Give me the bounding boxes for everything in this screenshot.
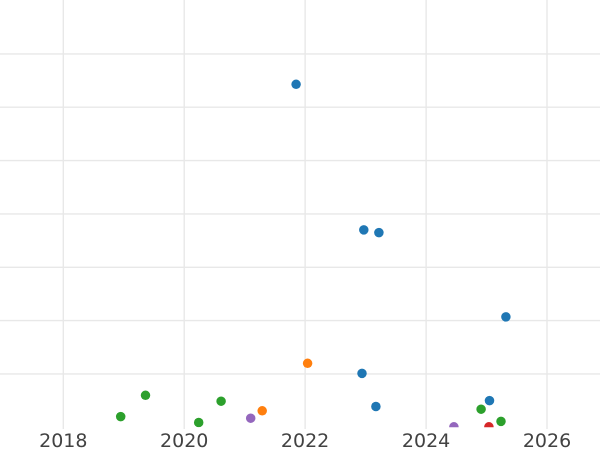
data-point [371,401,381,412]
data-point [245,413,256,423]
series-blue [291,79,511,412]
x-tick-label: 2026 [523,430,571,450]
x-tick-labels: 2018 2020 2022 2024 2026 [39,430,571,450]
data-point [449,422,459,428]
data-point [476,404,486,414]
data-point [357,368,367,379]
series-red [484,422,494,428]
series-purple [245,413,459,428]
x-tick-label: 2020 [160,430,208,450]
series-green [115,390,506,428]
data-point [216,396,226,406]
x-tick-label: 2018 [39,430,87,450]
data-point [193,417,204,428]
data-point [374,227,384,238]
data-point [140,390,151,401]
data-point [257,406,267,416]
data-point [359,225,369,235]
series-orange [257,358,313,416]
data-points-layer [115,79,511,428]
x-tick-label: 2022 [281,430,329,450]
x-tick-label: 2024 [402,430,450,450]
data-point [302,358,313,369]
data-point [484,395,495,406]
gridlines [0,0,600,429]
data-point [496,416,506,427]
data-point [115,411,126,422]
data-point [501,312,511,322]
data-point [484,422,494,428]
data-point [291,79,301,90]
